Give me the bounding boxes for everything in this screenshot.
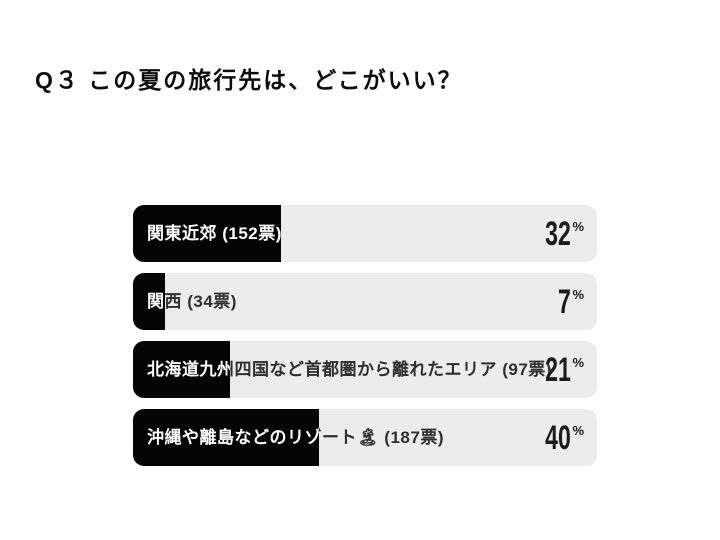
bar-fill: 北海道九州四国など首都圏から離れたエリア (97票)	[133, 341, 231, 398]
bar-label-overlay: 関西 (34票)	[147, 291, 165, 311]
percent-value: 7	[557, 282, 571, 321]
bar-percent: 40 %	[533, 421, 584, 455]
bar-row-kanto: 関東近郊 (152票) 関東近郊 (152票) 32 %	[133, 205, 597, 262]
bar-label: 関西 (34票)	[147, 291, 237, 311]
bar-label-overlay: 沖縄や離島などのリゾート🏝 (187票)	[147, 427, 319, 447]
percent-sign: %	[572, 218, 584, 234]
bar-fill: 沖縄や離島などのリゾート🏝 (187票)	[133, 409, 319, 466]
percent-sign: %	[572, 286, 584, 302]
percent-sign: %	[572, 422, 584, 438]
bar-percent: 21 %	[533, 353, 584, 387]
percent-sign: %	[572, 354, 584, 370]
bar-fill: 関東近郊 (152票)	[133, 205, 282, 262]
bar-label: 北海道九州四国など首都圏から離れたエリア (97票)	[147, 359, 552, 379]
percent-value: 21	[544, 350, 571, 389]
bar-label-overlay: 北海道九州四国など首都圏から離れたエリア (97票)	[147, 359, 231, 379]
percent-value: 40	[544, 418, 571, 457]
bar-row-kansai: 関西 (34票) 関西 (34票) 7 %	[133, 273, 597, 330]
percent-value: 32	[544, 214, 571, 253]
bar-label-overlay: 関東近郊 (152票)	[147, 223, 282, 243]
bar-percent: 7 %	[552, 285, 584, 319]
page-title: Q３ この夏の旅行先は、どこがいい？	[35, 67, 463, 93]
bar-row-okinawa-resort: 沖縄や離島などのリゾート🏝 (187票) 沖縄や離島などのリゾート🏝 (187票…	[133, 409, 597, 466]
bar-row-far-area: 北海道九州四国など首都圏から離れたエリア (97票) 北海道九州四国など首都圏か…	[133, 341, 597, 398]
bar-chart: 関東近郊 (152票) 関東近郊 (152票) 32 % 関西 (34票) 関西…	[133, 205, 597, 477]
bar-fill: 関西 (34票)	[133, 273, 166, 330]
bar-percent: 32 %	[533, 217, 584, 251]
